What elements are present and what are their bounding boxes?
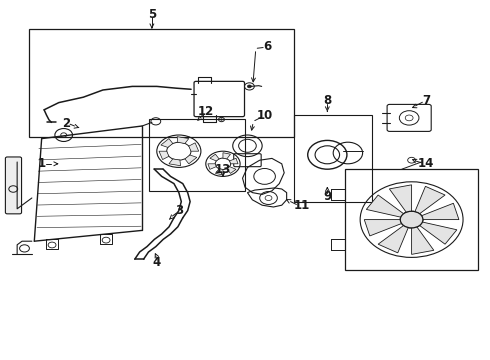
Polygon shape (185, 155, 197, 164)
Bar (149, 119, 245, 191)
Text: 1: 1 (38, 157, 46, 170)
Polygon shape (223, 153, 230, 159)
Polygon shape (159, 151, 169, 159)
Polygon shape (415, 186, 445, 214)
Polygon shape (208, 164, 216, 169)
Text: 8: 8 (323, 94, 331, 107)
Polygon shape (216, 169, 223, 175)
Text: 4: 4 (153, 256, 161, 269)
Bar (294, 115, 372, 202)
Polygon shape (210, 154, 219, 161)
Polygon shape (161, 139, 173, 148)
Polygon shape (419, 222, 457, 244)
Polygon shape (364, 220, 402, 236)
Polygon shape (230, 158, 238, 164)
Polygon shape (189, 143, 199, 151)
Circle shape (220, 119, 222, 120)
Bar (29, 29, 294, 137)
Polygon shape (378, 225, 408, 253)
Text: 6: 6 (263, 40, 271, 53)
Text: 9: 9 (323, 190, 331, 203)
Text: 11: 11 (293, 199, 310, 212)
Circle shape (247, 85, 251, 88)
Polygon shape (390, 185, 412, 212)
Text: 2: 2 (62, 117, 70, 130)
FancyBboxPatch shape (5, 157, 22, 214)
Polygon shape (169, 159, 181, 166)
Text: 12: 12 (197, 105, 214, 118)
Text: 13: 13 (215, 163, 231, 176)
Text: 3: 3 (175, 204, 183, 217)
Circle shape (400, 211, 423, 228)
Polygon shape (421, 203, 459, 220)
Text: 10: 10 (256, 109, 273, 122)
Text: 7: 7 (422, 94, 430, 107)
Polygon shape (367, 195, 404, 217)
Polygon shape (412, 227, 434, 255)
Text: 14: 14 (418, 157, 435, 170)
Bar (345, 169, 478, 270)
Polygon shape (227, 167, 236, 174)
Polygon shape (177, 137, 189, 144)
Text: 5: 5 (148, 8, 156, 21)
